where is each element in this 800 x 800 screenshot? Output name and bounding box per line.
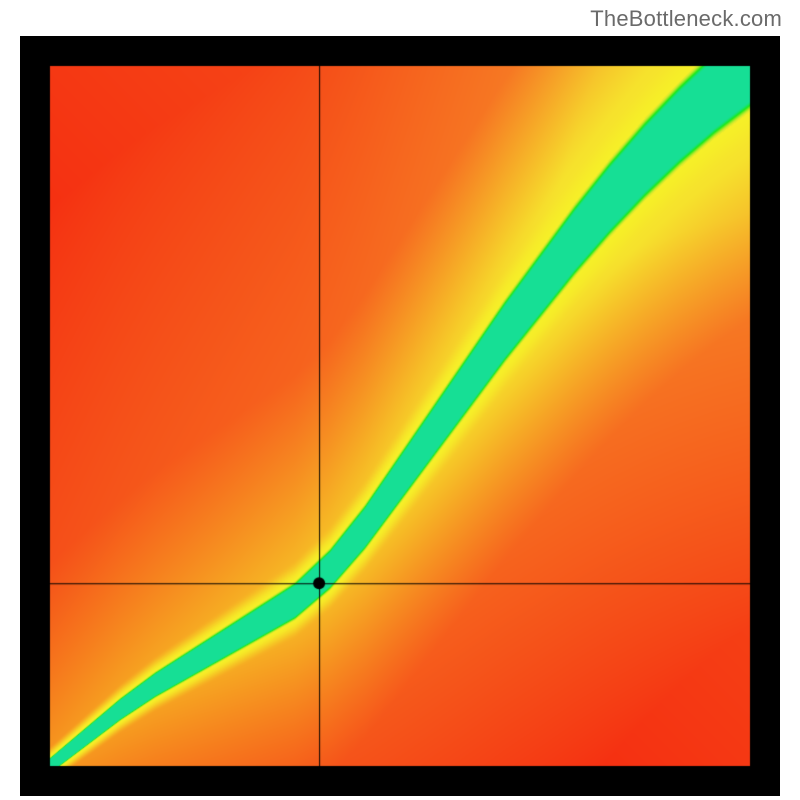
heatmap-container [20,36,780,796]
bottleneck-heatmap-canvas [20,36,780,796]
watermark-text: TheBottleneck.com [590,6,782,32]
